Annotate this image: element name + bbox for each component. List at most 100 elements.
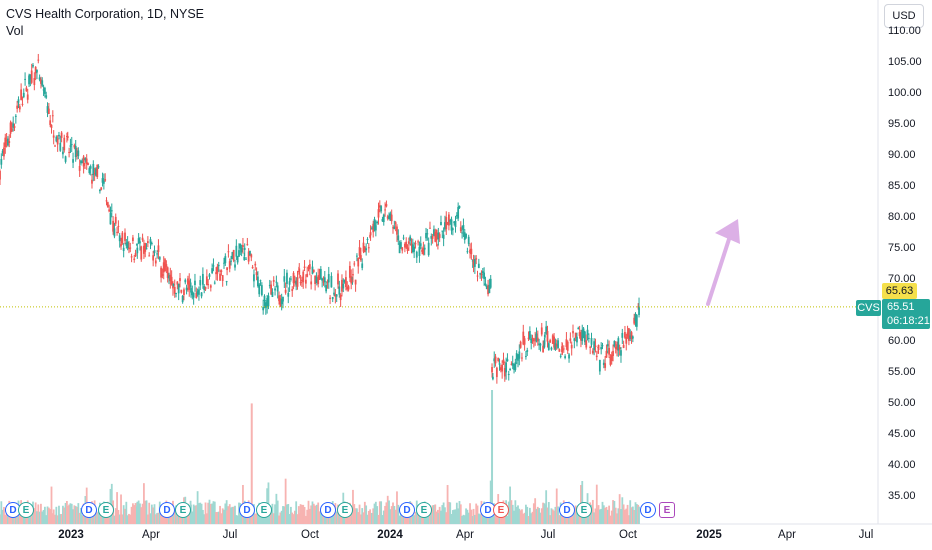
volume-bar xyxy=(350,507,353,524)
candle-body xyxy=(445,217,448,230)
volume-bar xyxy=(216,512,219,524)
volume-bar xyxy=(37,504,40,524)
candle-body xyxy=(606,344,609,347)
candle-body xyxy=(487,285,489,295)
volume-bar xyxy=(34,502,37,524)
volume-bar xyxy=(125,501,128,524)
candle-body xyxy=(240,247,243,253)
candle-body xyxy=(473,259,476,267)
volume-bar xyxy=(199,502,202,524)
volume-legend[interactable]: Vol xyxy=(6,24,24,38)
candle-body xyxy=(403,243,406,248)
dividend-marker[interactable]: D xyxy=(159,502,175,518)
candle-body xyxy=(409,236,412,241)
candle-body xyxy=(553,336,555,348)
earnings-marker[interactable]: E xyxy=(256,502,272,518)
candle-body xyxy=(139,241,141,244)
candle-body xyxy=(104,179,107,181)
candle-body xyxy=(184,279,187,283)
volume-bar xyxy=(0,501,3,524)
volume-bar xyxy=(302,504,305,524)
candle-body xyxy=(232,249,235,261)
earnings-marker[interactable]: E xyxy=(576,502,592,518)
volume-bar xyxy=(228,504,231,524)
candle-body xyxy=(24,78,26,80)
candle-body xyxy=(346,287,349,290)
candle-body xyxy=(573,338,576,341)
dividend-marker[interactable]: D xyxy=(640,502,656,518)
candle-body xyxy=(357,258,360,267)
candle-body xyxy=(105,200,108,202)
volume-bar xyxy=(612,500,614,524)
candle-body xyxy=(437,232,440,240)
candle-body xyxy=(630,332,633,340)
dividend-marker[interactable]: D xyxy=(320,502,336,518)
earnings-marker[interactable]: E xyxy=(98,502,114,518)
candle-body xyxy=(246,244,249,246)
volume-bar xyxy=(59,514,62,524)
candle-body xyxy=(421,249,423,252)
volume-bar xyxy=(535,508,538,524)
dividend-marker[interactable]: D xyxy=(81,502,97,518)
candle-body xyxy=(497,357,500,362)
previous-close-tag: 65.63 xyxy=(882,283,917,299)
volume-bar xyxy=(631,506,634,524)
candle-body xyxy=(381,219,384,222)
volume-bar xyxy=(558,515,561,524)
candle-body xyxy=(156,253,159,255)
candle-body xyxy=(0,170,1,180)
candle-body xyxy=(221,275,224,281)
dividend-marker[interactable]: D xyxy=(559,502,575,518)
candle-body xyxy=(12,123,15,128)
volume-bar xyxy=(538,508,541,524)
candle-body xyxy=(534,338,537,340)
candle-body xyxy=(307,267,310,269)
volume-bar xyxy=(227,506,230,524)
candle-body xyxy=(288,281,291,285)
candle-body xyxy=(91,179,93,184)
earnings-marker[interactable]: E xyxy=(416,502,432,518)
candle-body xyxy=(227,251,230,253)
candle-body xyxy=(42,89,45,91)
earnings-marker[interactable]: E xyxy=(659,502,675,518)
candle-body xyxy=(308,264,311,270)
dividend-marker[interactable]: D xyxy=(239,502,255,518)
candle-body xyxy=(231,251,234,259)
volume-bar xyxy=(494,515,497,524)
volume-bar xyxy=(306,509,309,524)
candle-body xyxy=(50,124,53,128)
candle-body xyxy=(374,225,377,231)
symbol-title[interactable]: CVS Health Corporation, 1D, NYSE xyxy=(6,7,205,21)
candle-body xyxy=(228,261,231,269)
volume-bar xyxy=(145,500,148,524)
candle-body xyxy=(431,236,434,239)
volume-bar xyxy=(108,513,111,524)
volume-bar xyxy=(462,514,465,524)
volume-bar xyxy=(514,500,517,524)
candle-body xyxy=(363,247,366,253)
candle-body xyxy=(32,65,34,67)
dividend-marker[interactable]: D xyxy=(399,502,415,518)
volume-bar xyxy=(388,500,390,524)
earnings-marker[interactable]: E xyxy=(18,502,34,518)
candle-body xyxy=(507,373,510,375)
candle-body xyxy=(422,248,425,255)
candle-body xyxy=(555,343,558,347)
volume-bar xyxy=(392,502,394,524)
volume-bar xyxy=(413,515,416,524)
volume-bar xyxy=(173,510,176,524)
volume-bar xyxy=(622,504,625,524)
candle-body xyxy=(118,235,121,242)
currency-button[interactable]: USD xyxy=(884,4,924,28)
candle-body xyxy=(198,289,200,295)
earnings-marker[interactable]: E xyxy=(175,502,191,518)
earnings-marker[interactable]: E xyxy=(493,502,509,518)
candle-body xyxy=(54,145,56,147)
earnings-marker[interactable]: E xyxy=(337,502,353,518)
volume-bar xyxy=(446,485,449,524)
volume-bar xyxy=(140,507,143,524)
candle-body xyxy=(397,235,400,241)
candle-body xyxy=(173,286,176,294)
candle-body xyxy=(514,362,517,370)
